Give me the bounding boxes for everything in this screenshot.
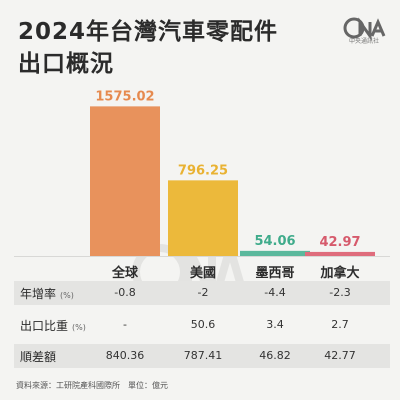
category-label-mexico: 墨西哥 — [255, 266, 295, 281]
bar-global — [90, 106, 160, 256]
value-label-mexico: 54.06 — [254, 234, 295, 249]
table-row-share: 出口比重 (%) - 50.6 3.4 2.7 — [14, 313, 390, 337]
table-row-surplus: 順差額 840.36 787.41 46.82 42.77 — [14, 344, 390, 368]
row-unit: (%) — [60, 291, 74, 300]
table-cell: 50.6 — [190, 318, 216, 331]
value-label-global: 1575.02 — [95, 89, 154, 104]
bar-canada — [305, 251, 375, 256]
row-label: 順差額 — [20, 350, 57, 364]
page-subtitle: 出口概況 — [18, 51, 114, 77]
table-cell: -2 — [197, 286, 209, 299]
bar-usa — [168, 180, 238, 256]
table-cell: 2.7 — [331, 318, 349, 331]
table-cell: -2.3 — [329, 286, 351, 299]
bar-chart: 1575.02 796.25 54.06 42.97 — [14, 89, 390, 257]
table-cell: 46.82 — [259, 349, 291, 362]
value-label-usa: 796.25 — [178, 163, 228, 178]
page-title: 2024年台灣汽車零配件 — [18, 19, 279, 45]
cna-logo-icon — [343, 17, 386, 41]
category-label-usa: 美國 — [189, 266, 216, 281]
table-cell: - — [123, 318, 127, 331]
table-cell: 787.41 — [183, 349, 223, 362]
bar-mexico — [240, 250, 310, 256]
category-label-global: 全球 — [111, 266, 138, 281]
value-label-canada: 42.97 — [319, 235, 360, 250]
logo-subtitle: 中央通訊社 — [348, 38, 379, 45]
row-label: 年增率 — [20, 287, 57, 301]
table-row-growth: 年增率 (%) -0.8 -2 -4.4 -2.3 — [14, 281, 390, 305]
row-unit: (%) — [72, 323, 86, 332]
table-cell: -4.4 — [264, 286, 286, 299]
source-note: 資料來源：工研院產科國際所 單位：億元 — [16, 381, 168, 390]
table-cell: 42.77 — [324, 349, 356, 362]
table-cell: 840.36 — [105, 349, 145, 362]
table-cell: -0.8 — [114, 286, 136, 299]
category-label-canada: 加拿大 — [320, 266, 360, 281]
table-cell: 3.4 — [266, 318, 284, 331]
row-label: 出口比重 — [20, 319, 69, 333]
